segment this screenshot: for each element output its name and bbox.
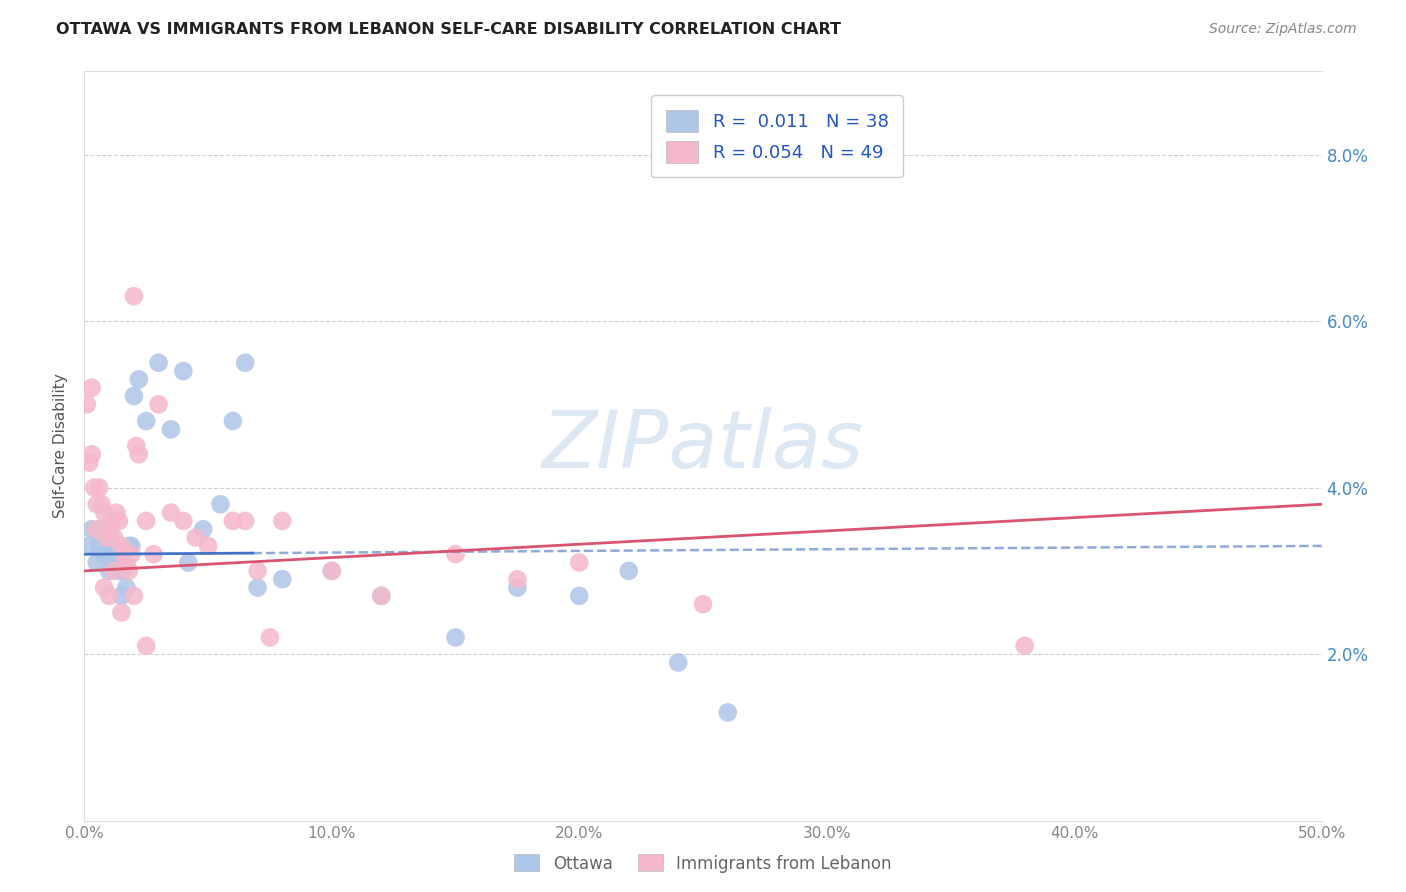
Point	[103, 547, 125, 561]
Y-axis label: Self-Care Disability: Self-Care Disability	[53, 374, 69, 518]
Point	[717, 706, 740, 720]
Point	[80, 381, 103, 395]
Point	[246, 581, 269, 595]
Point	[209, 497, 232, 511]
Point	[122, 589, 145, 603]
Point	[172, 364, 194, 378]
Point	[370, 589, 392, 603]
Point	[222, 514, 245, 528]
Point	[125, 439, 148, 453]
Point	[666, 656, 689, 670]
Point	[148, 397, 170, 411]
Point	[79, 456, 101, 470]
Point	[112, 564, 135, 578]
Point	[100, 514, 122, 528]
Point	[160, 422, 183, 436]
Point	[506, 572, 529, 586]
Point	[115, 581, 138, 595]
Legend: Ottawa, Immigrants from Lebanon: Ottawa, Immigrants from Lebanon	[508, 847, 898, 880]
Point	[321, 564, 343, 578]
Point	[93, 581, 115, 595]
Point	[86, 522, 108, 536]
Point	[108, 514, 131, 528]
Point	[128, 372, 150, 386]
Point	[105, 506, 128, 520]
Point	[122, 389, 145, 403]
Point	[110, 606, 132, 620]
Point	[103, 531, 125, 545]
Point	[184, 531, 207, 545]
Point	[120, 547, 142, 561]
Point	[98, 564, 121, 578]
Point	[135, 639, 157, 653]
Point	[233, 514, 256, 528]
Point	[93, 506, 115, 520]
Point	[259, 631, 281, 645]
Point	[118, 564, 141, 578]
Point	[100, 539, 122, 553]
Text: ZIPatlas: ZIPatlas	[541, 407, 865, 485]
Point	[370, 589, 392, 603]
Point	[128, 447, 150, 461]
Point	[118, 539, 141, 553]
Point	[177, 556, 200, 570]
Point	[142, 547, 165, 561]
Point	[617, 564, 640, 578]
Point	[246, 564, 269, 578]
Point	[79, 539, 101, 553]
Point	[197, 539, 219, 553]
Point	[271, 514, 294, 528]
Point	[110, 589, 132, 603]
Point	[86, 556, 108, 570]
Point	[90, 522, 112, 536]
Point	[444, 547, 467, 561]
Text: OTTAWA VS IMMIGRANTS FROM LEBANON SELF-CARE DISABILITY CORRELATION CHART: OTTAWA VS IMMIGRANTS FROM LEBANON SELF-C…	[56, 22, 841, 37]
Point	[135, 414, 157, 428]
Point	[98, 522, 121, 536]
Point	[89, 481, 111, 495]
Point	[271, 572, 294, 586]
Point	[90, 497, 112, 511]
Point	[110, 539, 132, 553]
Point	[692, 597, 714, 611]
Point	[89, 539, 111, 553]
Point	[222, 414, 245, 428]
Point	[122, 289, 145, 303]
Point	[83, 481, 105, 495]
Point	[148, 356, 170, 370]
Point	[76, 397, 98, 411]
Point	[98, 589, 121, 603]
Point	[103, 564, 125, 578]
Legend: R =  0.011   N = 38, R = 0.054   N = 49: R = 0.011 N = 38, R = 0.054 N = 49	[651, 95, 903, 178]
Point	[172, 514, 194, 528]
Point	[506, 581, 529, 595]
Point	[321, 564, 343, 578]
Point	[135, 514, 157, 528]
Point	[93, 547, 115, 561]
Point	[112, 547, 135, 561]
Point	[115, 556, 138, 570]
Point	[444, 631, 467, 645]
Point	[160, 506, 183, 520]
Point	[96, 531, 118, 545]
Point	[108, 564, 131, 578]
Point	[233, 356, 256, 370]
Point	[80, 447, 103, 461]
Point	[80, 522, 103, 536]
Point	[568, 589, 591, 603]
Point	[568, 556, 591, 570]
Point	[120, 539, 142, 553]
Text: Source: ZipAtlas.com: Source: ZipAtlas.com	[1209, 22, 1357, 37]
Point	[96, 531, 118, 545]
Point	[105, 556, 128, 570]
Point	[86, 497, 108, 511]
Point	[191, 522, 214, 536]
Point	[1014, 639, 1036, 653]
